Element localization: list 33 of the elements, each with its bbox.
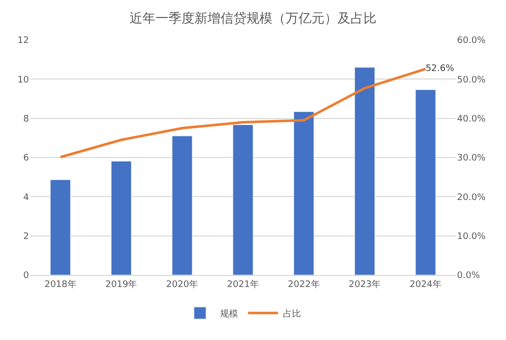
bar (110, 160, 132, 275)
y-tick-label: 2 (23, 232, 29, 242)
x-tick-label: 2020年 (166, 278, 198, 290)
line-series (59, 68, 427, 158)
y2-tick-label: 10.0% (457, 232, 486, 242)
x-tick-label: 2024年 (410, 278, 442, 290)
y2-tick-label: 0.0% (457, 271, 480, 282)
y-tick-label: 12 (18, 36, 29, 46)
bar (50, 180, 71, 275)
legend-label: 占比 (283, 308, 301, 320)
y-tick-label: 6 (23, 154, 30, 164)
x-tick-label: 2023年 (348, 278, 381, 290)
chart-title: 近年一季度新增信贷规模（万亿元）及占比 (130, 10, 376, 27)
bar (232, 124, 254, 275)
data-label: 52.6% (426, 64, 455, 74)
bar (354, 67, 376, 275)
y-tick-label: 8 (23, 114, 30, 124)
y2-tick-label: 60.0% (457, 36, 486, 46)
bar (294, 111, 314, 275)
y2-tick-label: 50.0% (457, 75, 486, 86)
y2-tick-label: 40.0% (457, 114, 486, 124)
y-tick-label: 4 (23, 192, 30, 203)
x-tick-label: 2021年 (227, 278, 259, 290)
x-tick-label: 2019年 (105, 278, 138, 290)
bar (415, 89, 436, 275)
y2-tick-label: 30.0% (457, 154, 486, 164)
bar (172, 136, 192, 275)
y-tick-label: 10 (18, 75, 30, 86)
legend-label: 规模 (220, 308, 238, 320)
x-tick-label: 2018年 (44, 278, 76, 290)
y-tick-label: 0 (23, 271, 30, 282)
x-tick-label: 2022年 (288, 278, 320, 290)
y2-tick-label: 20.0% (457, 192, 486, 203)
